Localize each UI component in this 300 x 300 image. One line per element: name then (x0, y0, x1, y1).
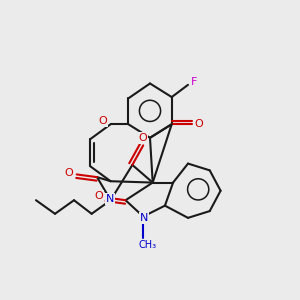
Text: O: O (98, 116, 107, 126)
Text: CH₃: CH₃ (138, 240, 156, 250)
Text: F: F (191, 77, 197, 87)
Text: N: N (106, 194, 114, 204)
Text: N: N (140, 213, 148, 223)
Text: O: O (65, 168, 74, 178)
Text: O: O (94, 191, 103, 201)
Text: O: O (139, 133, 148, 143)
Text: O: O (194, 119, 203, 129)
